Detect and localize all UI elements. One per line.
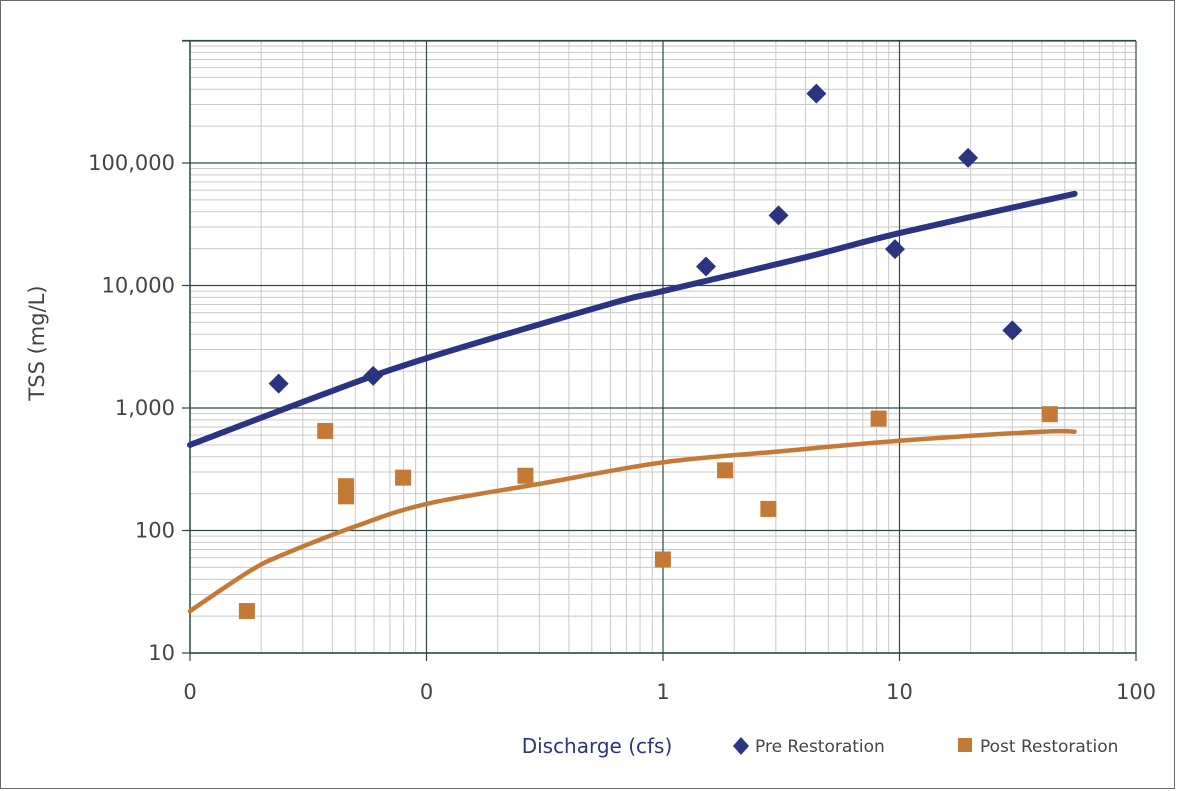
post-restoration-point [1041, 406, 1058, 423]
data-points [238, 83, 1058, 620]
y-tick-labels: 10 100 1,000 10,000 100,000 [88, 151, 175, 665]
x-tick-labels: 0 0 1 10 100 [183, 680, 1156, 704]
pre-restoration-point [806, 83, 827, 104]
y-tick-label: 10,000 [102, 274, 175, 298]
pre-restoration-point [768, 205, 789, 226]
post-restoration-point [517, 467, 534, 484]
post-restoration-point [870, 410, 887, 427]
trend-lines [187, 190, 1078, 614]
pre-restoration-point [958, 147, 979, 168]
legend-marker-pre-restoration [733, 737, 749, 755]
legend: Pre Restoration Post Restoration [733, 737, 1118, 757]
post-restoration-point [338, 478, 355, 495]
y-tick-label: 10 [148, 641, 175, 665]
x-tick-label: 1 [656, 680, 669, 704]
pre-restoration-trend-line [187, 190, 1078, 448]
x-axis-title: Discharge (cfs) [522, 734, 673, 758]
x-tick-label: 0 [183, 680, 196, 704]
pre-restoration-point [696, 256, 717, 277]
pre-restoration-point [1002, 320, 1023, 341]
x-tick-label: 100 [1116, 680, 1156, 704]
post-restoration-point [238, 603, 255, 620]
y-tick-label: 100 [135, 519, 175, 543]
post-restoration-point [760, 500, 777, 517]
post-restoration-point [317, 422, 334, 439]
post-restoration-point [654, 551, 671, 568]
legend-marker-post-restoration [958, 738, 972, 752]
major-grid [182, 39, 1137, 661]
post-restoration-point [717, 462, 734, 479]
axes [182, 40, 1136, 654]
post-restoration-point [395, 469, 412, 486]
x-tick-label: 10 [886, 680, 913, 704]
legend-label-pre-restoration: Pre Restoration [755, 737, 885, 757]
pre-restoration-point [268, 373, 289, 394]
pre-restoration-point [363, 365, 384, 386]
y-axis-title: TSS (mg/L) [25, 285, 49, 401]
x-tick-label: 0 [420, 680, 433, 704]
legend-label-post-restoration: Post Restoration [980, 737, 1118, 757]
pre-restoration-point [884, 239, 905, 260]
post-restoration-trend-line [187, 428, 1077, 614]
y-tick-label: 1,000 [115, 396, 175, 420]
y-tick-label: 100,000 [88, 151, 175, 175]
